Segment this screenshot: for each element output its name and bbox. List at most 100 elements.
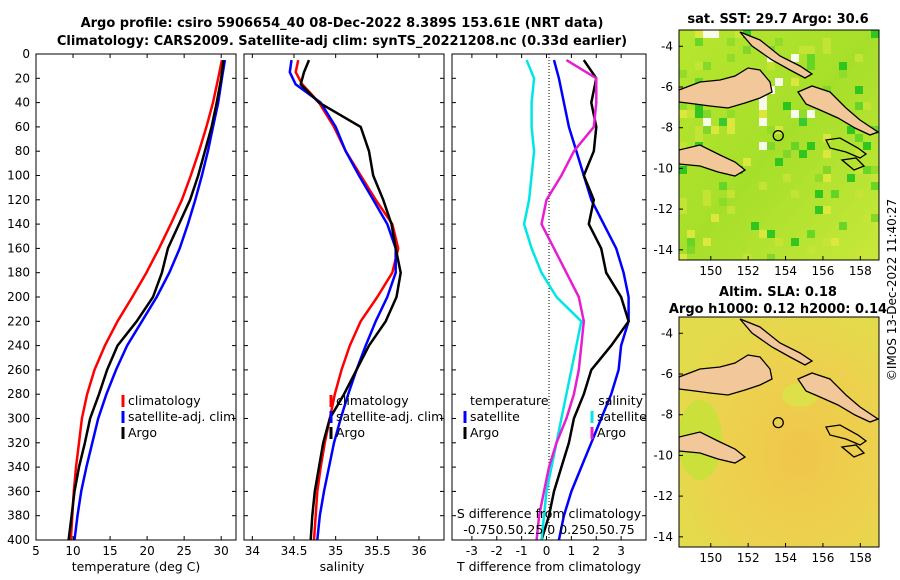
sst-map-ticks: 150 152 154 156 158 -4 -6 -8 -10 -12 -14 — [653, 39, 871, 278]
sst-cell — [815, 206, 823, 214]
sst-cell — [775, 238, 783, 246]
sst-cell — [807, 246, 815, 254]
sla-map-title-1: Altim. SLA: 0.18 — [719, 285, 837, 300]
series-line-t-satellite — [552, 59, 630, 541]
sst-cell — [759, 118, 767, 126]
x-tick-label: 2 — [592, 544, 600, 558]
sst-cell — [863, 166, 871, 174]
sst-cell — [799, 46, 807, 54]
y-tick-label: 260 — [7, 363, 30, 377]
x-tick-label: -2 — [491, 544, 503, 558]
sst-cell — [775, 38, 783, 46]
sst-cell — [791, 190, 799, 198]
y-tick-label: 120 — [7, 193, 30, 207]
land-new-guinea — [679, 67, 773, 109]
sst-cell — [783, 150, 791, 158]
sst-cell — [703, 126, 711, 134]
salinity-legend: climatology satellite-adj. clim Argo — [329, 393, 443, 440]
legend-label-t-argo: Argo — [470, 425, 499, 440]
sst-cell — [695, 110, 703, 118]
sst-map: sat. SST: 29.7 Argo: 30.6 150 152 154 156 15… — [653, 12, 880, 278]
land-new-ireland — [739, 31, 814, 79]
legend-label-climatology: climatology — [128, 393, 201, 408]
sst-cell — [711, 126, 719, 134]
sst-cell — [767, 230, 775, 238]
sst-cell — [823, 134, 831, 142]
sla-map: Altim. SLA: 0.18 Argo h1000: 0.12 h2000:… — [653, 285, 887, 565]
sst-cell — [759, 102, 767, 110]
y-tick-label: 380 — [7, 509, 30, 523]
y-tick-label: 100 — [7, 169, 30, 183]
argo-position-marker — [772, 129, 784, 142]
map-x-tick-label: 154 — [774, 551, 797, 565]
sst-cell — [759, 94, 767, 102]
sst-cell — [839, 62, 847, 70]
sst-cell — [791, 110, 799, 118]
map-y-tick-label: -8 — [661, 121, 673, 135]
map-y-tick-label: -4 — [661, 326, 673, 340]
sst-cell — [863, 142, 871, 150]
x-tick-label: 1 — [568, 544, 576, 558]
y-tick-label: 220 — [7, 314, 30, 328]
legend-label-climatology: climatology — [336, 393, 409, 408]
sst-cell — [791, 78, 799, 86]
sst-cell — [719, 198, 727, 206]
sst-cell — [847, 174, 855, 182]
legend-label-s-argo: Argo — [597, 425, 626, 440]
y-tick-label: 180 — [7, 266, 30, 280]
title-line-2: Climatology: CARS2009. Satellite-adj cli… — [57, 34, 627, 49]
temperature-x-label: temperature (deg C) — [72, 559, 201, 574]
legend-label-satellite: satellite-adj. clim — [128, 409, 235, 424]
sst-cell — [727, 190, 735, 198]
map-y-tick-label: -4 — [661, 39, 673, 53]
sst-cell — [863, 214, 871, 222]
sst-cell — [679, 198, 687, 206]
sst-cell — [823, 46, 831, 54]
sst-cell — [767, 126, 775, 134]
y-tick-label: 300 — [7, 412, 30, 426]
land-papua-peninsula — [679, 431, 747, 464]
land-papua-peninsula — [679, 144, 747, 177]
sst-cell — [727, 126, 735, 134]
sst-cell — [783, 174, 791, 182]
sst-cell — [743, 46, 751, 54]
sst-cell — [871, 166, 879, 174]
legend-label-s-satellite: satellite — [597, 409, 647, 424]
salinity-x-ticks: 34 34.5 35 35.5 36 — [245, 54, 427, 558]
x-tick-label: -1 — [516, 544, 528, 558]
sst-cell — [751, 222, 759, 230]
x-tick-label: 3 — [617, 544, 625, 558]
sst-cell — [871, 238, 879, 246]
series-line-t-argo — [540, 59, 630, 541]
difference-panel: -3 -2 -1 0 1 2 3 S difference from climatology… — [451, 53, 647, 574]
sst-cell — [807, 230, 815, 238]
sst-cell — [839, 70, 847, 78]
copyright-stamp: ©IMOS 13-Dec-2022 11:40:27 — [885, 199, 899, 381]
legend-title-salinity: salinity — [598, 393, 643, 408]
sst-cell — [711, 30, 719, 38]
difference-x-ticks: -3 -2 -1 0 1 2 3 — [466, 54, 625, 558]
x-tick-label: 36 — [411, 544, 426, 558]
series-line-satellite-adj-clim — [288, 59, 397, 541]
y-tick-label: 400 — [7, 533, 30, 547]
sst-cell — [703, 190, 711, 198]
sst-cell — [679, 110, 687, 118]
sst-cell — [791, 238, 799, 246]
land-new-britain — [797, 85, 879, 136]
temperature-x-ticks: 5 10 15 20 25 30 — [32, 54, 229, 558]
y-tick-label: 340 — [7, 460, 30, 474]
sst-cell — [759, 142, 767, 150]
temperature-lines — [67, 59, 227, 541]
sst-cell — [719, 118, 727, 126]
sst-map-title: sat. SST: 29.7 Argo: 30.6 — [687, 12, 868, 27]
map-x-tick-label: 156 — [811, 264, 834, 278]
sst-cell — [695, 62, 703, 70]
sst-cell — [855, 166, 863, 174]
map-x-tick-label: 152 — [737, 551, 760, 565]
sst-cell — [823, 174, 831, 182]
sst-cell — [679, 70, 687, 78]
sla-map-title-2: Argo h1000: 0.12 h2000: 0.14 — [669, 302, 887, 317]
sst-cell — [679, 206, 687, 214]
map-y-tick-label: -6 — [661, 80, 673, 94]
